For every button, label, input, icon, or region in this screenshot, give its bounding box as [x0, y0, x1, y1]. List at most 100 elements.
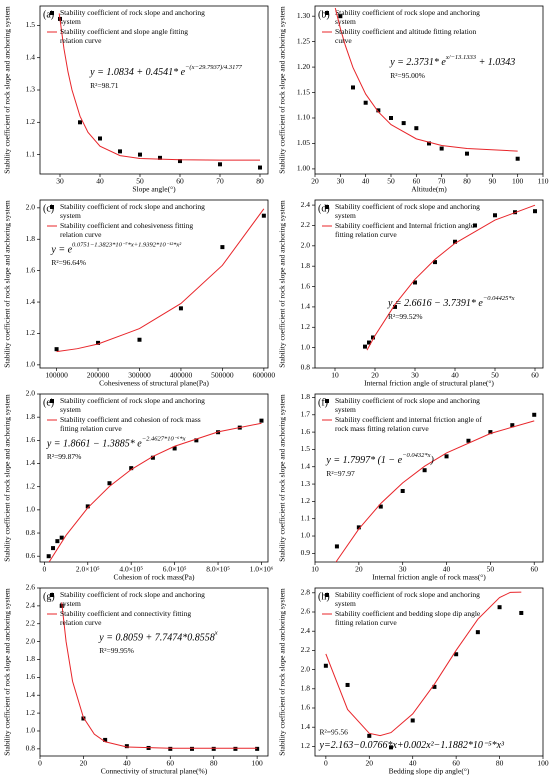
x-tick-label: 20	[371, 371, 379, 380]
y-tick-label: 0.8	[301, 363, 311, 372]
x-tick-label: 50	[136, 177, 144, 186]
fit-curve	[366, 204, 536, 351]
r-squared: R²=99.52%	[388, 312, 423, 321]
y-tick-label: 1.0	[301, 531, 311, 540]
data-point	[178, 159, 182, 164]
legend-marker	[325, 205, 329, 209]
x-tick-label: 20	[311, 177, 319, 186]
y-tick-label: 1.4	[26, 458, 36, 467]
y-tick-label: 2.0	[26, 636, 36, 645]
data-point	[466, 438, 471, 443]
data-point	[473, 223, 477, 228]
legend-label: Stability coefficient and bedding slope …	[335, 609, 481, 627]
x-tick-label: 600000	[253, 371, 276, 380]
data-point	[371, 335, 375, 340]
data-point	[172, 446, 177, 451]
x-axis-label: Internal friction angle of structural pl…	[364, 379, 494, 388]
x-tick-label: 80	[496, 759, 504, 768]
equation-exponent: x/−13.1333	[445, 55, 477, 62]
data-point	[367, 340, 371, 345]
x-tick-label: 110	[538, 177, 549, 186]
x-tick-label: 0	[38, 759, 42, 768]
x-tick-label: 30	[399, 565, 407, 574]
data-point	[118, 149, 122, 154]
x-tick-label: 80	[256, 177, 264, 186]
data-point	[334, 544, 339, 549]
y-tick-label: 1.0	[301, 342, 311, 351]
data-point	[389, 745, 393, 750]
x-axis-label: Cohesiveness of structural plane(Pa)	[99, 379, 209, 388]
data-point	[323, 663, 328, 668]
panel-label: (g)	[43, 591, 55, 602]
data-point	[493, 213, 497, 218]
equation: y = 1.7997* (1 − e−0.0432*x)	[325, 453, 434, 467]
x-tick-label: 40	[409, 759, 417, 768]
x-tick-label: 40	[451, 371, 459, 380]
data-point	[356, 525, 361, 530]
data-point	[497, 605, 502, 610]
x-tick-label: 40	[96, 177, 104, 186]
x-tick-label: 60	[452, 759, 460, 768]
equation: y = 1.0834 + 0.4541* e−(x−29.7937)/4.317…	[89, 65, 242, 79]
equation-exponent: −2.4627*10⁻⁶*x	[142, 436, 186, 443]
y-tick-label: 1.5	[26, 20, 36, 29]
equation-exponent: 0.0751−1.3823*10⁻⁷*x+1.9392*10⁻¹²*x²	[72, 242, 182, 249]
y-tick-label: 2.4	[301, 626, 311, 635]
legend-marker	[50, 399, 54, 403]
data-point	[194, 438, 199, 443]
plot-frame	[314, 587, 544, 757]
legend-marker	[50, 11, 54, 15]
panel-label: (b)	[318, 9, 330, 20]
x-tick-label: 200000	[87, 371, 110, 380]
x-tick-label: 20	[355, 565, 363, 574]
plot-frame	[314, 393, 544, 563]
x-tick-label: 0	[42, 565, 46, 574]
y-axis-label: Stability coefficient of rock slope and …	[3, 200, 12, 368]
x-tick-label: 2.0×10⁵	[76, 565, 100, 574]
legend-label: Stability coefficient of rock slope and …	[335, 8, 480, 26]
data-point	[433, 260, 437, 265]
x-tick-label: 8.0×10⁵	[206, 565, 230, 574]
equation-tail: )	[430, 455, 435, 466]
data-point	[432, 684, 437, 689]
data-point	[150, 455, 155, 460]
data-point	[233, 746, 238, 751]
x-tick-label: 30	[56, 177, 64, 186]
y-tick-label: 1.2	[301, 741, 311, 750]
fit-curve	[48, 422, 262, 562]
y-tick-label: 1.2	[26, 117, 36, 126]
data-point	[389, 116, 393, 120]
x-tick-label: 70	[216, 177, 224, 186]
x-tick-label: 30	[411, 371, 419, 380]
data-point	[124, 744, 129, 749]
x-tick-label: 80	[210, 759, 218, 768]
legend-label: Stability coefficient and altitude fitti…	[335, 27, 477, 45]
equation-text: y = 2.3731* e	[389, 57, 446, 68]
y-tick-label: 1.3	[26, 85, 36, 94]
x-tick-label: 300000	[128, 371, 151, 380]
panel: 10 20 30 40 50 60 0.8 1.0 1.2 1.4 1.6 1.8 2.0 2.2 2.4 I…	[278, 199, 544, 388]
y-tick-label: 1.4	[26, 690, 36, 699]
data-point	[54, 347, 59, 352]
y-axis-label: Stability coefficient of rock slope and …	[278, 6, 287, 174]
data-point	[103, 737, 108, 742]
data-point	[261, 213, 266, 218]
data-point	[168, 746, 173, 751]
y-tick-label: 1.8	[301, 684, 311, 693]
equation: y=2.163−0.0766*x+0.002x²−1.1882*10⁻⁵*x³	[319, 740, 505, 751]
panel: 0 20 40 60 80 100 1.2 1.4 1.6 1.8 2.0 2.2 2.4 2.6 2.8 B…	[278, 588, 549, 776]
equation-tail: + 1.0343	[476, 57, 515, 68]
y-tick-label: 1.6	[301, 703, 311, 712]
legend-label: Stability coefficient of rock slope and …	[60, 396, 205, 414]
legend-label: Stability coefficient and cohesion of ro…	[60, 415, 201, 433]
data-point	[59, 535, 64, 540]
legend-marker	[325, 399, 329, 403]
data-point	[465, 151, 469, 156]
panel-label: (d)	[318, 203, 330, 214]
data-point	[218, 162, 222, 167]
data-point	[401, 121, 406, 126]
y-tick-label: 1.2	[301, 322, 311, 331]
equation-exponent: −(x−29.7937)/4.3177	[185, 65, 243, 72]
equation-text: y = 1.0834 + 0.4541* e	[89, 67, 185, 78]
y-tick-label: 0.8	[26, 528, 36, 537]
